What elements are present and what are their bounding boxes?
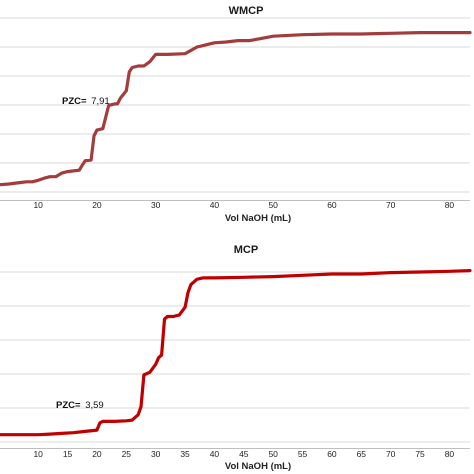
x-tick-label: 20 <box>92 200 102 210</box>
pzc-annotation: PZC= 3,59 <box>56 400 104 411</box>
x-tick-label: 30 <box>151 449 161 459</box>
pzc-prefix: PZC= <box>62 96 87 107</box>
x-tick-label: 35 <box>180 449 190 459</box>
chart-mcp: MCP 10 15 20 25 30 35 40 45 50 55 60 65 70 75 80 Vol N… <box>0 244 472 472</box>
series-line <box>0 269 472 437</box>
pzc-value: 3,59 <box>85 400 104 411</box>
x-tick-label: 40 <box>210 200 220 210</box>
pzc-value: 7,91 <box>91 96 110 107</box>
chart-wmcp: WMCP 10 20 30 40 50 60 70 80 Vol NaOH (mL) PZC=… <box>0 5 472 224</box>
x-tick-label: 40 <box>210 449 220 459</box>
x-tick-label: 30 <box>151 200 161 210</box>
x-tick-label: 50 <box>268 200 278 210</box>
x-axis: 10 15 20 25 30 35 40 45 50 55 60 65 70 75 80 <box>0 448 470 459</box>
data-series <box>0 30 472 187</box>
x-tick-label: 80 <box>445 449 455 459</box>
x-tick-label: 20 <box>92 449 102 459</box>
grid-lines <box>0 271 470 443</box>
x-tick-label: 60 <box>327 200 337 210</box>
x-axis-label: Vol NaOH (mL) <box>225 461 291 472</box>
x-tick-label: 60 <box>327 449 337 459</box>
chart-title: WMCP <box>229 5 264 17</box>
x-tick-label: 15 <box>63 449 73 459</box>
data-series <box>0 269 472 437</box>
x-tick-label: 65 <box>357 449 367 459</box>
series-line <box>0 30 472 187</box>
pzc-annotation: PZC= 7,91 <box>62 96 110 107</box>
x-tick-label: 50 <box>268 449 278 459</box>
x-tick-label: 75 <box>415 449 425 459</box>
x-tick-label: 25 <box>122 449 132 459</box>
x-axis: 10 20 30 40 50 60 70 80 <box>0 200 470 210</box>
chart-title: MCP <box>234 244 258 256</box>
pzc-prefix: PZC= <box>56 400 81 411</box>
x-axis-label: Vol NaOH (mL) <box>225 213 291 224</box>
x-tick-label: 45 <box>239 449 249 459</box>
x-tick-label: 10 <box>33 449 43 459</box>
x-tick-label: 80 <box>445 200 455 210</box>
grid-lines <box>0 17 470 193</box>
x-tick-label: 10 <box>33 200 43 210</box>
x-tick-label: 55 <box>298 449 308 459</box>
x-tick-label: 70 <box>386 449 396 459</box>
x-tick-label: 70 <box>386 200 396 210</box>
